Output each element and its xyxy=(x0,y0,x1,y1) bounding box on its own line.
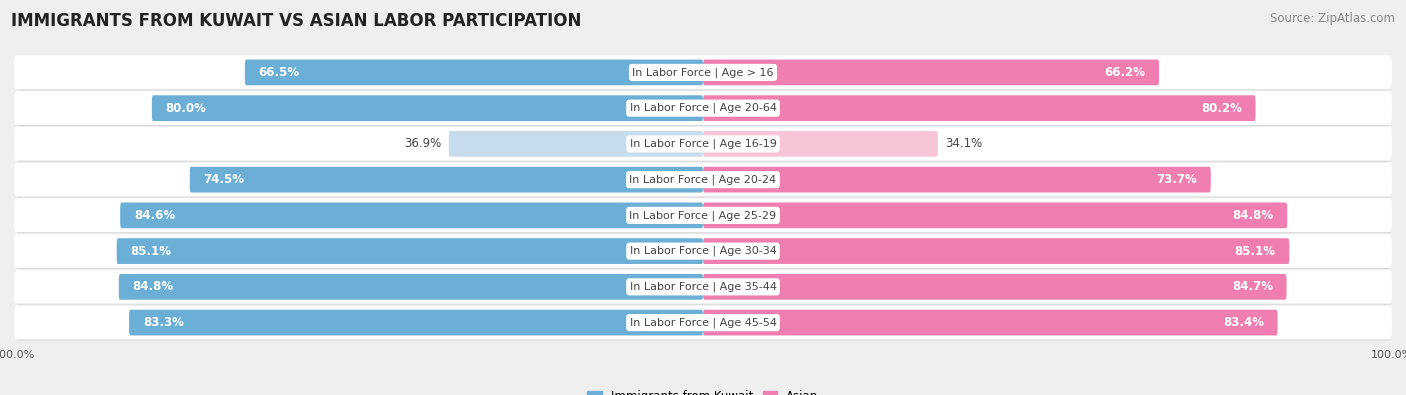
Text: In Labor Force | Age > 16: In Labor Force | Age > 16 xyxy=(633,67,773,78)
FancyBboxPatch shape xyxy=(15,271,1392,305)
Text: In Labor Force | Age 25-29: In Labor Force | Age 25-29 xyxy=(630,210,776,221)
Text: In Labor Force | Age 30-34: In Labor Force | Age 30-34 xyxy=(630,246,776,256)
Text: Source: ZipAtlas.com: Source: ZipAtlas.com xyxy=(1270,12,1395,25)
FancyBboxPatch shape xyxy=(14,127,1392,161)
Text: 84.6%: 84.6% xyxy=(134,209,176,222)
FancyBboxPatch shape xyxy=(703,203,1288,228)
Text: 74.5%: 74.5% xyxy=(204,173,245,186)
Text: 83.4%: 83.4% xyxy=(1223,316,1264,329)
FancyBboxPatch shape xyxy=(15,164,1392,198)
Text: 83.3%: 83.3% xyxy=(143,316,184,329)
Text: 36.9%: 36.9% xyxy=(405,137,441,150)
FancyBboxPatch shape xyxy=(14,270,1392,304)
FancyBboxPatch shape xyxy=(120,203,703,228)
FancyBboxPatch shape xyxy=(15,128,1392,162)
FancyBboxPatch shape xyxy=(703,274,1286,300)
FancyBboxPatch shape xyxy=(118,274,703,300)
FancyBboxPatch shape xyxy=(703,167,1211,192)
FancyBboxPatch shape xyxy=(449,131,703,157)
FancyBboxPatch shape xyxy=(14,56,1392,89)
FancyBboxPatch shape xyxy=(14,199,1392,232)
Text: 84.8%: 84.8% xyxy=(1232,209,1274,222)
Text: 84.7%: 84.7% xyxy=(1232,280,1272,293)
Text: 73.7%: 73.7% xyxy=(1156,173,1197,186)
FancyBboxPatch shape xyxy=(15,235,1392,269)
FancyBboxPatch shape xyxy=(15,57,1392,90)
FancyBboxPatch shape xyxy=(703,95,1256,121)
Text: In Labor Force | Age 35-44: In Labor Force | Age 35-44 xyxy=(630,282,776,292)
FancyBboxPatch shape xyxy=(14,234,1392,268)
Text: IMMIGRANTS FROM KUWAIT VS ASIAN LABOR PARTICIPATION: IMMIGRANTS FROM KUWAIT VS ASIAN LABOR PA… xyxy=(11,12,582,30)
FancyBboxPatch shape xyxy=(15,92,1392,126)
FancyBboxPatch shape xyxy=(703,238,1289,264)
Text: In Labor Force | Age 20-24: In Labor Force | Age 20-24 xyxy=(630,174,776,185)
Text: 34.1%: 34.1% xyxy=(945,137,981,150)
Text: 66.2%: 66.2% xyxy=(1104,66,1146,79)
FancyBboxPatch shape xyxy=(703,131,938,157)
Text: 85.1%: 85.1% xyxy=(1234,245,1275,258)
FancyBboxPatch shape xyxy=(245,60,703,85)
Text: 66.5%: 66.5% xyxy=(259,66,299,79)
FancyBboxPatch shape xyxy=(15,307,1392,340)
FancyBboxPatch shape xyxy=(129,310,703,335)
FancyBboxPatch shape xyxy=(117,238,703,264)
Text: 80.0%: 80.0% xyxy=(166,102,207,115)
Legend: Immigrants from Kuwait, Asian: Immigrants from Kuwait, Asian xyxy=(582,385,824,395)
FancyBboxPatch shape xyxy=(703,310,1278,335)
Text: 84.8%: 84.8% xyxy=(132,280,174,293)
FancyBboxPatch shape xyxy=(15,199,1392,233)
FancyBboxPatch shape xyxy=(152,95,703,121)
FancyBboxPatch shape xyxy=(14,306,1392,339)
FancyBboxPatch shape xyxy=(14,163,1392,196)
Text: In Labor Force | Age 16-19: In Labor Force | Age 16-19 xyxy=(630,139,776,149)
FancyBboxPatch shape xyxy=(14,91,1392,125)
Text: In Labor Force | Age 45-54: In Labor Force | Age 45-54 xyxy=(630,317,776,328)
Text: 85.1%: 85.1% xyxy=(131,245,172,258)
Text: In Labor Force | Age 20-64: In Labor Force | Age 20-64 xyxy=(630,103,776,113)
FancyBboxPatch shape xyxy=(703,60,1159,85)
Text: 80.2%: 80.2% xyxy=(1201,102,1241,115)
FancyBboxPatch shape xyxy=(190,167,703,192)
